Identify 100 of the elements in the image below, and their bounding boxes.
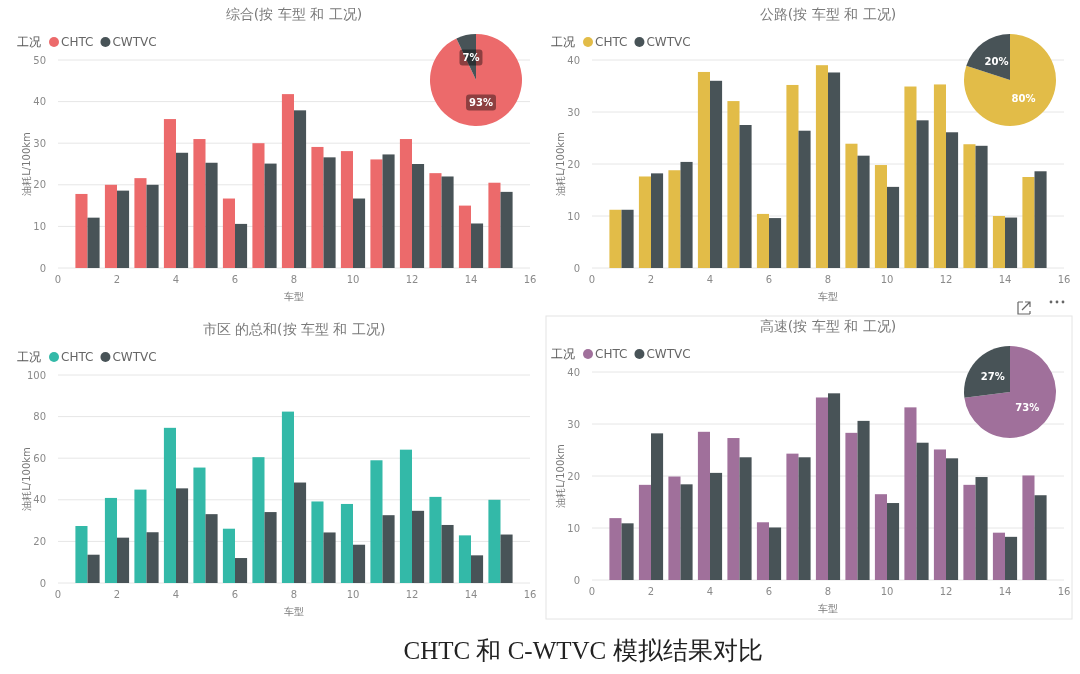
x-tick-label: 10 <box>346 274 360 285</box>
bar <box>933 449 946 580</box>
bar <box>609 209 622 268</box>
x-tick-label: 10 <box>346 589 360 600</box>
bar <box>739 125 752 268</box>
data-label: 20% <box>984 55 1009 67</box>
bar <box>697 431 710 580</box>
bar <box>252 457 265 583</box>
bar <box>933 84 946 268</box>
x-axis-title: 车型 <box>284 606 304 617</box>
bar <box>621 523 634 580</box>
bar <box>887 186 900 268</box>
x-tick-label: 14 <box>464 589 478 600</box>
x-tick-label: 12 <box>939 274 953 285</box>
data-label: 27% <box>980 371 1005 383</box>
chart-title: 高速(按 车型 和 工况) <box>759 318 897 334</box>
bar <box>857 155 870 268</box>
bar <box>756 213 769 268</box>
bar <box>916 120 929 268</box>
x-tick-label: 8 <box>824 274 832 285</box>
y-tick-label: 0 <box>573 574 580 586</box>
bar <box>798 130 811 268</box>
bar <box>222 198 235 268</box>
x-tick-label: 12 <box>939 586 953 597</box>
bar <box>441 176 454 268</box>
bar <box>205 514 218 583</box>
bar <box>488 499 501 583</box>
x-tick-label: 2 <box>647 586 655 597</box>
bar <box>471 555 484 583</box>
bar <box>500 191 513 268</box>
bar <box>887 503 900 580</box>
y-tick-label: 30 <box>33 137 46 149</box>
bar <box>176 488 189 583</box>
legend-label: CHTC <box>61 350 94 364</box>
x-tick-label: 16 <box>1057 274 1071 285</box>
x-tick-label: 8 <box>824 586 832 597</box>
bar <box>235 558 248 583</box>
bar <box>815 397 828 580</box>
x-axis-title: 车型 <box>818 291 838 302</box>
bar <box>756 522 769 580</box>
legend-title: 工况 <box>551 35 575 49</box>
x-axis-title: 车型 <box>818 603 838 614</box>
bar <box>488 182 501 268</box>
y-tick-label: 20 <box>567 470 580 482</box>
bar <box>1022 475 1035 580</box>
x-tick-label: 14 <box>998 586 1012 597</box>
x-tick-label: 4 <box>172 589 180 600</box>
bar <box>651 173 664 268</box>
data-label: 7% <box>462 52 480 64</box>
x-tick-label: 12 <box>405 589 419 600</box>
bar <box>1034 495 1047 580</box>
pie-slice <box>964 346 1010 398</box>
y-axis-title: 油耗L/100km <box>555 132 566 196</box>
y-axis-title: 油耗L/100km <box>555 444 566 508</box>
x-tick-label: 4 <box>172 274 180 285</box>
x-tick-label: 0 <box>588 586 596 597</box>
bar <box>946 458 959 580</box>
bar <box>458 205 471 268</box>
legend-label: CWTVC <box>646 35 691 49</box>
bar <box>429 496 442 583</box>
bar <box>87 554 100 583</box>
y-tick-label: 40 <box>33 96 46 108</box>
x-tick-label: 2 <box>113 274 121 285</box>
y-tick-label: 10 <box>567 210 580 222</box>
bar <box>252 143 265 268</box>
bar <box>458 535 471 583</box>
x-tick-label: 0 <box>54 274 62 285</box>
bar <box>500 534 513 583</box>
bar <box>680 484 693 580</box>
bar <box>441 524 454 583</box>
bar <box>75 193 88 268</box>
y-tick-label: 20 <box>33 535 46 547</box>
bar <box>340 151 353 268</box>
y-axis-title: 油耗L/100km <box>21 447 32 511</box>
y-tick-label: 30 <box>567 418 580 430</box>
data-label: 73% <box>1015 401 1040 413</box>
bar <box>353 544 366 583</box>
bar <box>1005 536 1018 580</box>
bar <box>264 163 277 268</box>
x-tick-label: 8 <box>290 274 298 285</box>
x-tick-label: 6 <box>765 274 773 285</box>
pie-slice <box>430 34 522 126</box>
legend-label: CHTC <box>61 35 94 49</box>
bar <box>668 170 681 268</box>
y-tick-label: 40 <box>567 366 580 378</box>
bar <box>412 164 425 268</box>
bar <box>874 165 887 268</box>
y-tick-label: 60 <box>33 452 46 464</box>
x-tick-label: 16 <box>1057 586 1071 597</box>
bar <box>323 157 336 268</box>
pie-slice <box>964 346 1056 438</box>
bar <box>786 84 799 268</box>
bar <box>946 132 959 268</box>
bar <box>769 527 782 580</box>
legend-label: CWTVC <box>112 35 157 49</box>
bar <box>323 532 336 583</box>
bar <box>786 453 799 580</box>
y-tick-label: 30 <box>567 106 580 118</box>
x-tick-label: 8 <box>290 589 298 600</box>
bar <box>281 411 294 583</box>
